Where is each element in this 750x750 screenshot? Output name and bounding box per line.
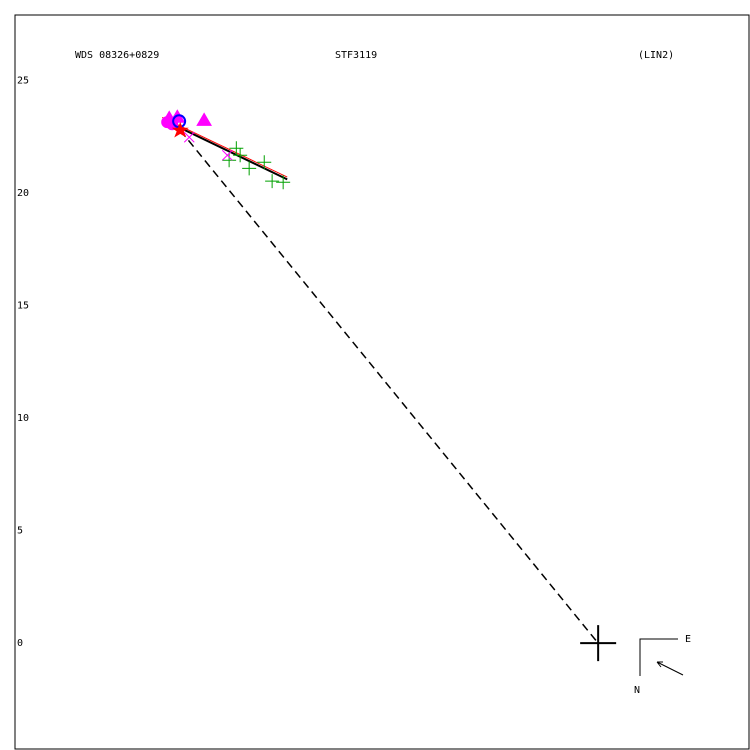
motion-arrow <box>656 661 684 676</box>
y-tick-label: 10 <box>17 413 29 424</box>
frame <box>14 14 750 750</box>
y-tick-label: 0 <box>17 638 23 649</box>
point <box>183 131 195 143</box>
y-tick-label: 5 <box>17 526 23 537</box>
y-tick-label: 25 <box>17 75 29 86</box>
compass-east: E <box>685 634 691 645</box>
point <box>221 149 233 161</box>
point <box>233 148 248 163</box>
y-tick-label: 15 <box>17 300 29 311</box>
header-name: STF3119 <box>335 50 377 61</box>
compass-north: N <box>634 685 640 696</box>
point <box>171 121 189 138</box>
y-tick-label: 20 <box>17 188 29 199</box>
orbit-line <box>162 116 288 178</box>
point <box>276 175 291 190</box>
point <box>166 118 179 131</box>
point <box>242 161 257 176</box>
point <box>222 153 237 168</box>
compass <box>639 638 678 676</box>
point <box>229 141 244 156</box>
point <box>196 112 212 126</box>
point <box>257 155 272 170</box>
header-id: WDS 08326+0829 <box>75 50 159 61</box>
link-line <box>179 129 599 644</box>
header-ref: (LIN2) <box>638 50 674 61</box>
point <box>265 174 280 189</box>
point <box>580 625 617 662</box>
